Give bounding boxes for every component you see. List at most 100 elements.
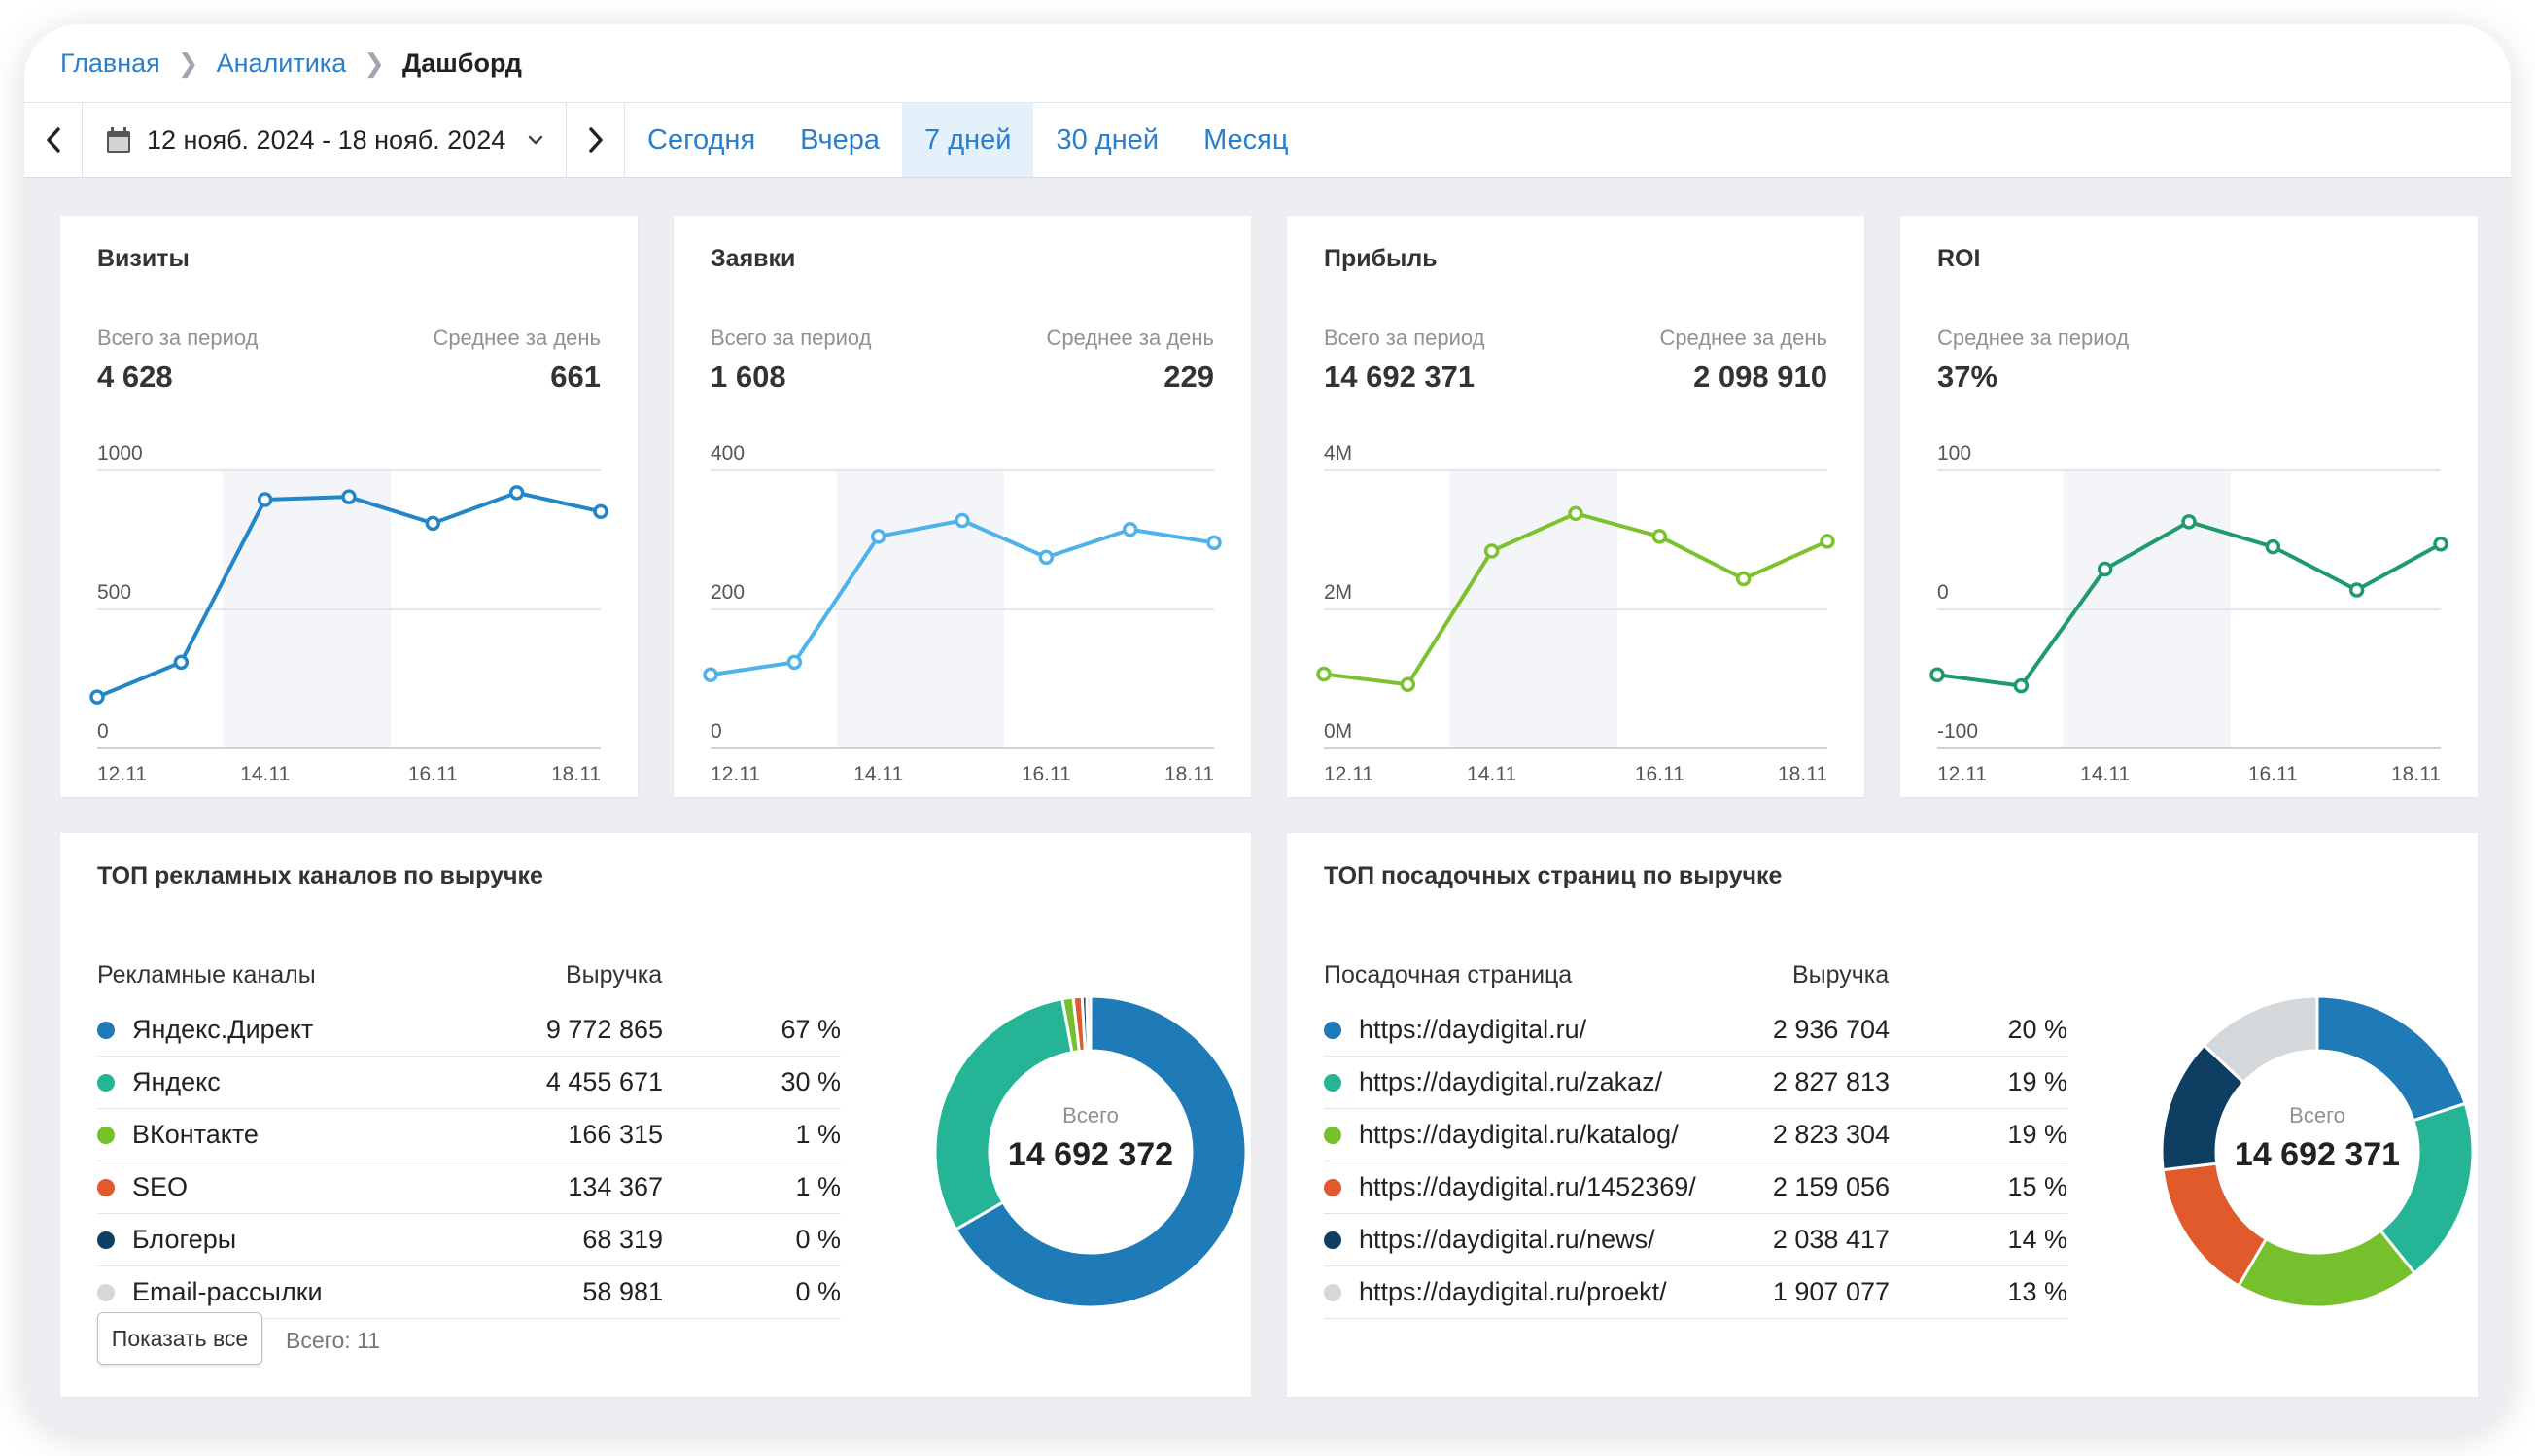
data-point[interactable]: [257, 492, 273, 507]
table-row[interactable]: Блогеры 68 319 0 %: [97, 1214, 841, 1266]
x-tick-label: 16.11: [2248, 763, 2298, 785]
donut-slice[interactable]: [2161, 1161, 2269, 1289]
breadcrumb-analytics[interactable]: Аналитика: [216, 48, 347, 78]
data-point[interactable]: [1122, 522, 1138, 537]
share-percent: 20 %: [2007, 1015, 2067, 1044]
avg-value: 229: [1163, 360, 1214, 394]
card-roi: ROI Среднее за период 37% 100 0 -100 12.11 1…: [1900, 216, 2478, 797]
table-row[interactable]: https://daydigital.ru/zakaz/2 827 813 19 …: [1324, 1057, 2067, 1109]
table-row[interactable]: https://daydigital.ru/2 936 704 20 %: [1324, 1004, 2067, 1057]
period-month[interactable]: Месяц: [1203, 123, 1289, 156]
channel-name: Яндекс.Директ: [132, 1015, 314, 1044]
data-point[interactable]: [1735, 571, 1752, 587]
data-point[interactable]: [2433, 537, 2448, 552]
channel-name: Яндекс: [132, 1067, 221, 1096]
period-7-days[interactable]: 7 дней: [902, 103, 1034, 177]
donut-slice[interactable]: [2202, 994, 2319, 1085]
x-tick-label: 16.11: [1022, 763, 1071, 785]
data-point[interactable]: [2348, 582, 2365, 598]
share-percent: 14 %: [2007, 1225, 2067, 1254]
period-yesterday[interactable]: Вчера: [800, 123, 881, 156]
profit-line-chart: 4M 2M 0M 12.11 14.11 16.11 18.11: [1316, 442, 1835, 785]
donut-total: 14 692 372: [1007, 1136, 1174, 1173]
total-value: 14 692 371: [1324, 360, 1476, 394]
breadcrumb-home[interactable]: Главная: [60, 48, 160, 78]
data-point[interactable]: [1651, 529, 1668, 544]
channel-name: SEO: [132, 1172, 189, 1201]
table-row[interactable]: https://daydigital.ru/news/2 038 417 14 %: [1324, 1214, 2067, 1266]
data-point[interactable]: [2181, 514, 2197, 530]
x-tick-label: 12.11: [97, 763, 147, 785]
data-point[interactable]: [508, 485, 525, 501]
donut-slice[interactable]: [954, 994, 1248, 1309]
chevron-right-icon: ❯: [364, 48, 386, 78]
chevron-down-icon: [528, 135, 543, 145]
landing-page-url[interactable]: https://daydigital.ru/zakaz/: [1359, 1067, 1663, 1096]
landing-page-url[interactable]: https://daydigital.ru/katalog/: [1359, 1120, 1679, 1149]
table-row[interactable]: SEO 134 367 1 %: [97, 1161, 841, 1214]
data-point[interactable]: [1206, 535, 1222, 551]
landing-page-url[interactable]: https://daydigital.ru/news/: [1359, 1225, 1655, 1254]
card-title: ТОП рекламных каналов по выручке: [97, 862, 543, 889]
period-30-days[interactable]: 30 дней: [1056, 123, 1160, 156]
channel-name: Email-рассылки: [132, 1277, 323, 1306]
next-period-button[interactable]: [567, 103, 625, 177]
show-all-button[interactable]: Показать все: [97, 1312, 262, 1365]
table-row[interactable]: Яндекс.Директ 9 772 865 67 %: [97, 1004, 841, 1057]
avg-label: Среднее за день: [1659, 326, 1827, 350]
table-row[interactable]: Яндекс 4 455 671 30 %: [97, 1057, 841, 1109]
data-point[interactable]: [1568, 505, 1583, 522]
legend-dot: [97, 1126, 115, 1144]
avg-value: 661: [550, 360, 601, 394]
data-point[interactable]: [173, 654, 190, 671]
table-row[interactable]: Email-рассылки 58 981 0 %: [97, 1266, 841, 1319]
data-point[interactable]: [341, 489, 357, 504]
data-point[interactable]: [1038, 549, 1055, 566]
data-point[interactable]: [1400, 676, 1416, 692]
x-tick-label: 16.11: [1635, 763, 1684, 785]
row-name: https://daydigital.ru/proekt/: [1324, 1277, 1667, 1307]
data-point[interactable]: [425, 515, 441, 532]
prev-period-button[interactable]: [24, 103, 83, 177]
card-title: ROI: [1937, 245, 1981, 272]
row-name: https://daydigital.ru/katalog/: [1324, 1120, 1679, 1150]
data-point[interactable]: [870, 529, 886, 544]
data-point[interactable]: [1483, 543, 1500, 559]
donut-center-label: Всего 14 692 372: [964, 1103, 1217, 1174]
revenue-value: 2 038 417: [1772, 1225, 1890, 1254]
data-point[interactable]: [703, 667, 718, 682]
table-row[interactable]: https://daydigital.ru/proekt/1 907 077 13…: [1324, 1266, 2067, 1319]
data-point[interactable]: [89, 689, 105, 705]
data-point[interactable]: [955, 512, 970, 529]
data-point[interactable]: [1820, 534, 1835, 549]
period-today[interactable]: Сегодня: [647, 123, 756, 156]
data-point[interactable]: [593, 503, 608, 520]
data-point[interactable]: [2013, 677, 2030, 694]
landing-page-url[interactable]: https://daydigital.ru/1452369/: [1359, 1172, 1696, 1201]
date-range-picker[interactable]: 12 нояб. 2024 - 18 нояб. 2024: [83, 103, 567, 177]
data-point[interactable]: [786, 654, 803, 671]
table-row[interactable]: https://daydigital.ru/1452369/2 159 056 1…: [1324, 1161, 2067, 1214]
landing-page-url[interactable]: https://daydigital.ru/: [1359, 1015, 1587, 1044]
data-point[interactable]: [2097, 561, 2113, 577]
row-name: https://daydigital.ru/1452369/: [1324, 1172, 1696, 1202]
y-tick-label: 400: [711, 442, 745, 465]
data-point[interactable]: [1929, 667, 1945, 682]
donut-slice[interactable]: [1085, 994, 1093, 1053]
revenue-value: 9 772 865: [545, 1015, 663, 1044]
data-point[interactable]: [2265, 538, 2281, 555]
table-row[interactable]: ВКонтакте 166 315 1 %: [97, 1109, 841, 1161]
total-value: 1 608: [711, 360, 786, 394]
legend-dot: [97, 1073, 115, 1092]
donut-slice[interactable]: [933, 996, 1074, 1231]
table-row[interactable]: https://daydigital.ru/katalog/2 823 304 1…: [1324, 1109, 2067, 1161]
landing-page-url[interactable]: https://daydigital.ru/proekt/: [1359, 1277, 1667, 1306]
total-label: Всего за период: [711, 326, 872, 350]
column-header-landing-page: Посадочная страница: [1324, 961, 1573, 988]
row-name: Яндекс.Директ: [97, 1015, 313, 1045]
share-percent: 1 %: [795, 1172, 841, 1201]
donut-slice[interactable]: [2315, 994, 2468, 1123]
card-leads: Заявки Всего за период 1 608 Среднее за …: [674, 216, 1251, 797]
revenue-value: 2 159 056: [1772, 1172, 1890, 1201]
data-point[interactable]: [1316, 666, 1332, 682]
